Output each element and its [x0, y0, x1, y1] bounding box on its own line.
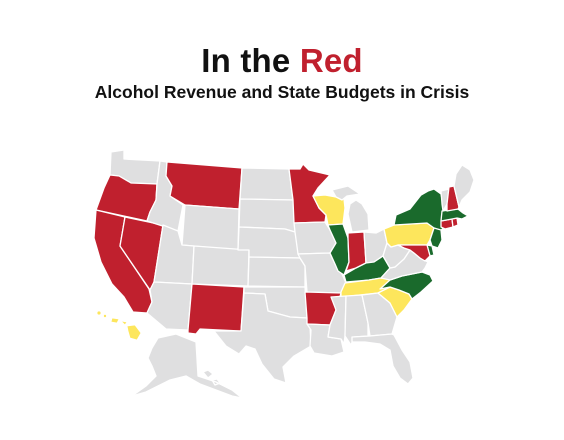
- map-subtitle: Alcohol Revenue and State Budgets in Cri…: [94, 82, 470, 102]
- state-il: [327, 223, 350, 276]
- state-vt: [440, 188, 450, 212]
- state-nd: [239, 167, 294, 201]
- state-hi: [96, 310, 142, 341]
- state-ma: [440, 208, 469, 222]
- state-tx: [213, 292, 312, 384]
- state-md: [397, 244, 431, 262]
- state-fl: [351, 333, 414, 385]
- state-me: [453, 164, 475, 208]
- state-co: [191, 245, 250, 287]
- title-accent: Red: [299, 42, 363, 79]
- state-wy: [181, 204, 240, 251]
- state-wi: [312, 194, 346, 226]
- state-az: [146, 281, 193, 331]
- title-prefix: In the: [201, 42, 291, 79]
- state-pa: [383, 222, 435, 248]
- map-title: In the Red: [0, 42, 564, 80]
- state-nj: [429, 227, 443, 249]
- state-nm: [187, 283, 245, 335]
- state-mn: [288, 163, 331, 224]
- state-ak: [131, 333, 243, 399]
- state-ks: [247, 256, 306, 288]
- state-mi: [331, 185, 370, 233]
